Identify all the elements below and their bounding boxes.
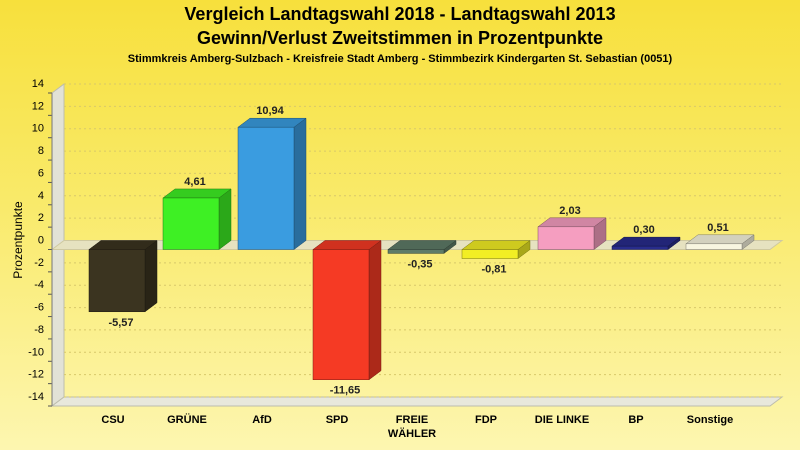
bar: [88, 240, 158, 313]
y-tick-label: -8: [34, 324, 44, 336]
bar-front: [461, 249, 519, 259]
y-tick-label: 8: [38, 145, 44, 157]
bar-top: [312, 240, 382, 250]
bar-side: [144, 240, 158, 313]
bar: [461, 240, 531, 260]
floor: [50, 396, 784, 407]
y-tick-label: -14: [28, 391, 44, 403]
y-axis-label: Prozentpunkte: [11, 201, 25, 279]
bar: [387, 240, 457, 254]
category-label-line2: WÄHLER: [388, 427, 436, 440]
bar-top: [88, 240, 158, 250]
y-tick-label: -10: [28, 346, 44, 358]
bar-top: [537, 217, 607, 228]
chart-location-subtitle: Stimmkreis Amberg-Sulzbach - Kreisfreie …: [127, 53, 673, 65]
category-label: AfD: [252, 414, 272, 426]
data-label: 0,51: [707, 222, 728, 234]
y-tick-label: 0: [38, 235, 44, 247]
data-label: -0,35: [407, 258, 432, 270]
bar-front: [685, 243, 743, 250]
bar-top: [237, 117, 307, 128]
data-label: -11,65: [330, 385, 361, 397]
bar: [237, 117, 307, 250]
bar-front: [162, 197, 220, 250]
bar-side: [218, 188, 232, 250]
data-label: 0,30: [633, 224, 654, 236]
y-tick-label: 6: [38, 167, 44, 179]
data-label: -5,57: [108, 317, 133, 329]
y-tick-label: 12: [32, 100, 44, 112]
bars: [88, 117, 755, 381]
y-tick-label: 10: [32, 123, 44, 135]
y-tick-label: -6: [34, 302, 44, 314]
data-label: -0,81: [481, 264, 506, 276]
category-label: FREIE: [396, 414, 428, 426]
bar: [611, 236, 681, 250]
y-tick-label: -2: [34, 257, 44, 269]
category-label: FDP: [475, 414, 497, 426]
bar-top: [685, 234, 755, 245]
bar-front: [537, 226, 595, 250]
bar-side: [368, 240, 382, 381]
bar-front: [611, 245, 669, 250]
data-label: 2,03: [559, 205, 580, 217]
bar: [162, 188, 232, 250]
bar-front: [387, 249, 445, 254]
bar: [312, 240, 382, 381]
y-tick-label: 2: [38, 212, 44, 224]
category-label: CSU: [101, 414, 124, 426]
bar-top: [461, 240, 531, 250]
chart-title: Vergleich Landtagswahl 2018 - Landtagswa…: [184, 4, 616, 24]
bar-front: [237, 126, 295, 250]
category-label: Sonstige: [687, 414, 733, 426]
y-axis: 14 12 10 8 6 4 2 0 -2 -4 -6 -8 -10 -12 -14: [28, 78, 53, 407]
bar-front: [312, 249, 370, 380]
y-tick-label: 14: [32, 78, 44, 90]
y-tick-label: 4: [38, 190, 44, 202]
chart-subtitle: Gewinn/Verlust Zweitstimmen in Prozentpu…: [196, 28, 604, 48]
bar: [685, 234, 755, 250]
y-tick-label: -12: [28, 369, 44, 381]
category-label: SPD: [326, 414, 349, 426]
category-label: DIE LINKE: [535, 414, 589, 426]
category-label: GRÜNE: [167, 413, 207, 426]
category-label: BP: [628, 414, 643, 426]
bar-top: [611, 236, 681, 247]
bar-top: [387, 240, 457, 250]
bar-top: [162, 188, 232, 199]
bar-side: [293, 117, 307, 250]
data-labels: -5,57 4,61 10,94 -11,65 -0,35 -0,81 2,03 0,30 0,…: [108, 105, 728, 397]
y-tick-label: -4: [34, 279, 44, 291]
data-label: 4,61: [184, 176, 205, 188]
data-label: 10,94: [256, 105, 284, 117]
bar: [537, 217, 607, 250]
bar-front: [88, 249, 146, 313]
